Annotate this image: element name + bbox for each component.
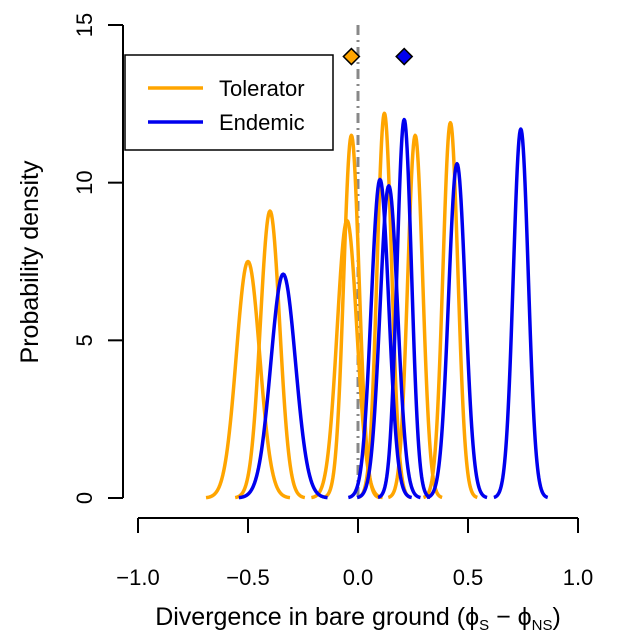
x-tick-label: 0.5: [453, 565, 484, 590]
x-axis-title: Divergence in bare ground (ϕS − ϕNS): [155, 603, 561, 634]
legend-label-tolerator: Tolerator: [219, 76, 305, 101]
mean-marker-tolerator: [342, 47, 361, 66]
y-axis-title: Probability density: [16, 160, 44, 363]
mean-marker-endemic: [395, 47, 414, 66]
x-axis-title-phi-s: ϕ: [465, 603, 479, 631]
y-tick-label: 15: [72, 13, 97, 37]
density-curve-endemic: [376, 117, 432, 500]
x-tick-label: −0.5: [226, 565, 269, 590]
x-axis-title-sub-ns: NS: [532, 617, 553, 634]
x-ticks: −1.0 −0.5 0.0 0.5 1.0: [116, 518, 593, 590]
y-ticks: 0 5 10 15: [72, 13, 123, 504]
x-tick-label: 0.0: [343, 565, 374, 590]
legend: Tolerator Endemic: [124, 54, 334, 151]
x-axis-title-close: ): [552, 603, 560, 631]
y-tick-label: 0: [72, 492, 97, 504]
x-tick-label: −1.0: [116, 565, 159, 590]
density-curve-endemic: [347, 177, 413, 500]
y-tick-label: 5: [72, 334, 97, 346]
density-curve-tolerator: [422, 121, 479, 500]
density-curve-endemic: [356, 184, 422, 500]
density-curves: [205, 111, 549, 500]
density-curve-endemic: [425, 162, 489, 500]
legend-label-endemic: Endemic: [219, 110, 305, 135]
mean-markers: [342, 47, 414, 66]
x-tick-label: 1.0: [563, 565, 594, 590]
density-curve-tolerator: [205, 259, 291, 500]
x-axis-title-main: Divergence in bare ground (: [155, 603, 466, 631]
density-curve-endemic: [238, 272, 329, 500]
x-axis-title-sub-s: S: [479, 617, 489, 634]
density-curve-endemic: [492, 127, 549, 500]
density-curve-tolerator: [234, 209, 306, 500]
x-axis-title-minus: −: [489, 603, 518, 631]
y-tick-label: 10: [72, 170, 97, 194]
x-axis-title-phi-ns: ϕ: [518, 603, 532, 631]
legend-box: [124, 54, 334, 151]
